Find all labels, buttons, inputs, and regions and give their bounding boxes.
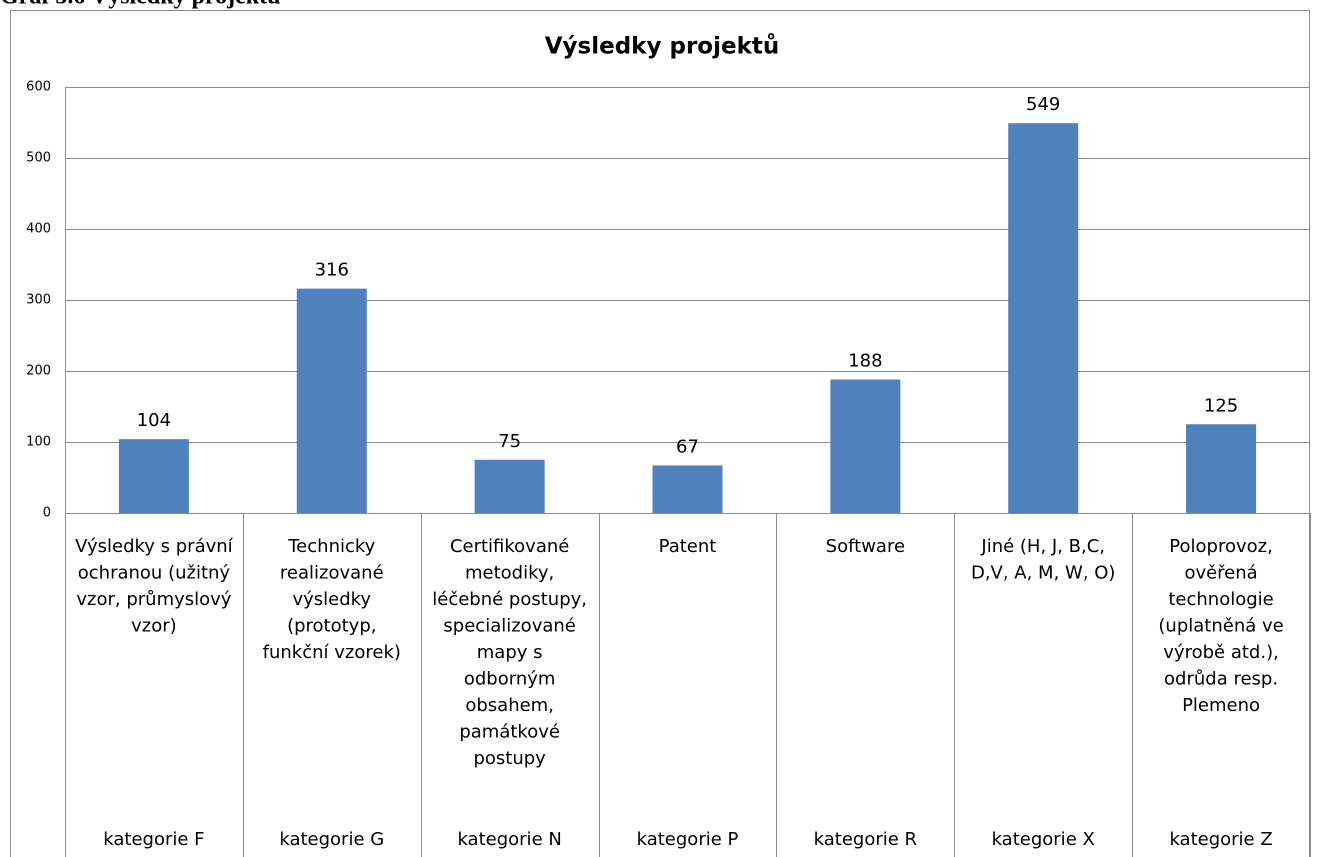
y-tick-label: 400 [26, 222, 51, 237]
chart-border [10, 10, 1310, 857]
value-label: 316 [315, 260, 349, 281]
category-description: technologie [1168, 589, 1273, 610]
x-tick-label: kategorie X [992, 829, 1095, 850]
y-tick-label: 200 [26, 364, 51, 379]
category-description: Výsledky s právní [75, 536, 234, 557]
x-tick-label: kategorie N [457, 829, 561, 850]
category-description: památkové [459, 722, 560, 743]
category-description: metodiky, [465, 563, 554, 584]
value-label: 549 [1026, 94, 1060, 115]
y-tick-label: 0 [43, 506, 51, 521]
bar [1008, 123, 1079, 514]
caption: Graf 5.6 Výsledky projektů [0, 0, 280, 10]
category-description: postupy [473, 748, 546, 769]
category-description: Patent [659, 536, 717, 557]
category-description: odrůda resp. [1164, 669, 1278, 690]
category-description: D,V, A, M, W, O) [971, 563, 1116, 584]
category-description: obsahem, [465, 695, 554, 716]
y-tick-label: 500 [26, 151, 51, 166]
category-description: Poloprovoz, [1169, 536, 1273, 557]
category-description: (prototyp, [287, 616, 376, 637]
category-description: odborným [464, 669, 556, 690]
y-tick-label: 100 [26, 435, 51, 450]
category-description: ověřená [1184, 563, 1257, 584]
category-description: Software [826, 536, 905, 557]
category-description: Certifikované [450, 536, 569, 557]
y-tick-label: 600 [26, 80, 51, 95]
bar [830, 379, 901, 513]
category-description: vzor) [131, 616, 177, 637]
x-tick-label: kategorie G [279, 829, 384, 850]
bar [118, 439, 189, 513]
category-description: mapy s [477, 642, 543, 663]
category-description: specializované [443, 616, 575, 637]
bar [474, 459, 545, 513]
category-description: Plemeno [1182, 695, 1260, 716]
bar [1186, 424, 1257, 513]
x-tick-label: kategorie F [103, 829, 204, 850]
value-label: 104 [137, 410, 171, 431]
category-description: léčebné postupy, [432, 589, 587, 610]
value-label: 67 [676, 436, 699, 457]
y-tick-label: 300 [26, 293, 51, 308]
x-tick-label: kategorie Z [1169, 829, 1272, 850]
bar [296, 288, 367, 513]
value-label: 75 [498, 431, 521, 452]
bar [652, 465, 723, 513]
category-description: funkční vzorek) [263, 642, 401, 663]
category-description: výrobě atd.), [1163, 642, 1279, 663]
category-description: vzor, průmyslový [76, 589, 231, 610]
category-description: realizované [280, 563, 384, 584]
value-label: 125 [1204, 395, 1238, 416]
x-tick-label: kategorie P [637, 829, 739, 850]
category-description: ochranou (užitný [78, 563, 231, 584]
category-description: Jiné (H, J, B,C, [980, 536, 1105, 557]
category-description: Technicky [287, 536, 375, 557]
category-description: výsledky [292, 589, 371, 610]
chart-title: Výsledky projektů [545, 33, 779, 60]
x-tick-label: kategorie R [814, 829, 917, 850]
value-label: 188 [848, 351, 882, 372]
category-description: (uplatněná ve [1158, 616, 1283, 637]
